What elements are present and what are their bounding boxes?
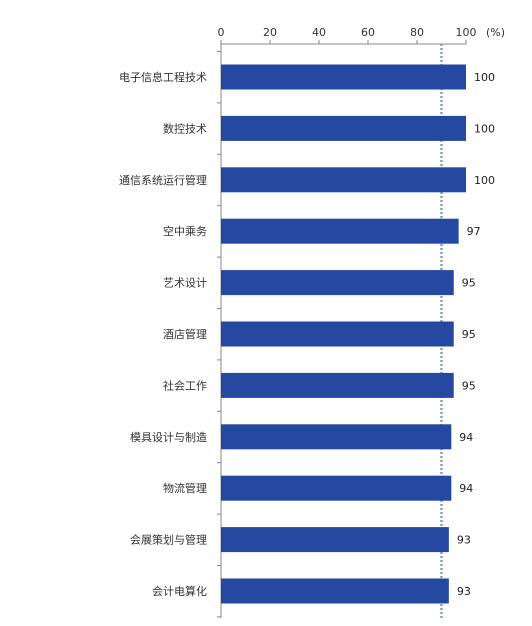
bar	[221, 167, 466, 193]
category-label: 会展策划与管理	[130, 533, 207, 547]
data-label: 97	[467, 225, 481, 238]
category-label: 物流管理	[163, 481, 207, 495]
x-unit-label: (%)	[486, 26, 505, 39]
category-label: 艺术设计	[163, 277, 207, 290]
data-label: 94	[459, 482, 473, 495]
bar	[221, 475, 452, 501]
data-label: 95	[462, 328, 476, 341]
data-label: 100	[474, 71, 495, 84]
x-tick-label: 40	[312, 26, 326, 39]
x-tick-label: 0	[218, 26, 225, 39]
bar	[221, 115, 466, 141]
bar	[221, 527, 449, 553]
bar	[221, 578, 449, 604]
bar	[221, 64, 466, 90]
category-label: 空中乘务	[163, 224, 207, 238]
bar	[221, 321, 454, 347]
category-label: 数控技术	[163, 121, 207, 135]
category-label: 酒店管理	[163, 327, 207, 341]
data-label: 95	[462, 379, 476, 392]
data-label: 94	[459, 431, 473, 444]
bar	[221, 270, 454, 296]
chart-labels: 0 20 40 60 80 100 (%) 电子信息工程技术 100 数控技术 100 通信系统运行管…	[119, 26, 505, 598]
data-label: 93	[457, 534, 471, 547]
data-label: 95	[462, 277, 476, 290]
data-label: 100	[474, 122, 495, 135]
category-label: 模具设计与制造	[130, 430, 207, 444]
x-tick-label: 100	[456, 26, 477, 39]
category-label: 通信系统运行管理	[119, 173, 207, 187]
category-label: 社会工作	[163, 378, 207, 392]
x-tick-label: 60	[361, 26, 375, 39]
chart-bars	[221, 64, 466, 604]
category-label: 电子信息工程技术	[119, 70, 207, 84]
data-label: 93	[457, 585, 471, 598]
x-tick-label: 20	[263, 26, 277, 39]
data-label: 100	[474, 174, 495, 187]
bar	[221, 424, 452, 450]
category-label: 会计电算化	[152, 584, 207, 598]
bar	[221, 218, 459, 244]
x-tick-label: 80	[410, 26, 424, 39]
bar	[221, 372, 454, 398]
